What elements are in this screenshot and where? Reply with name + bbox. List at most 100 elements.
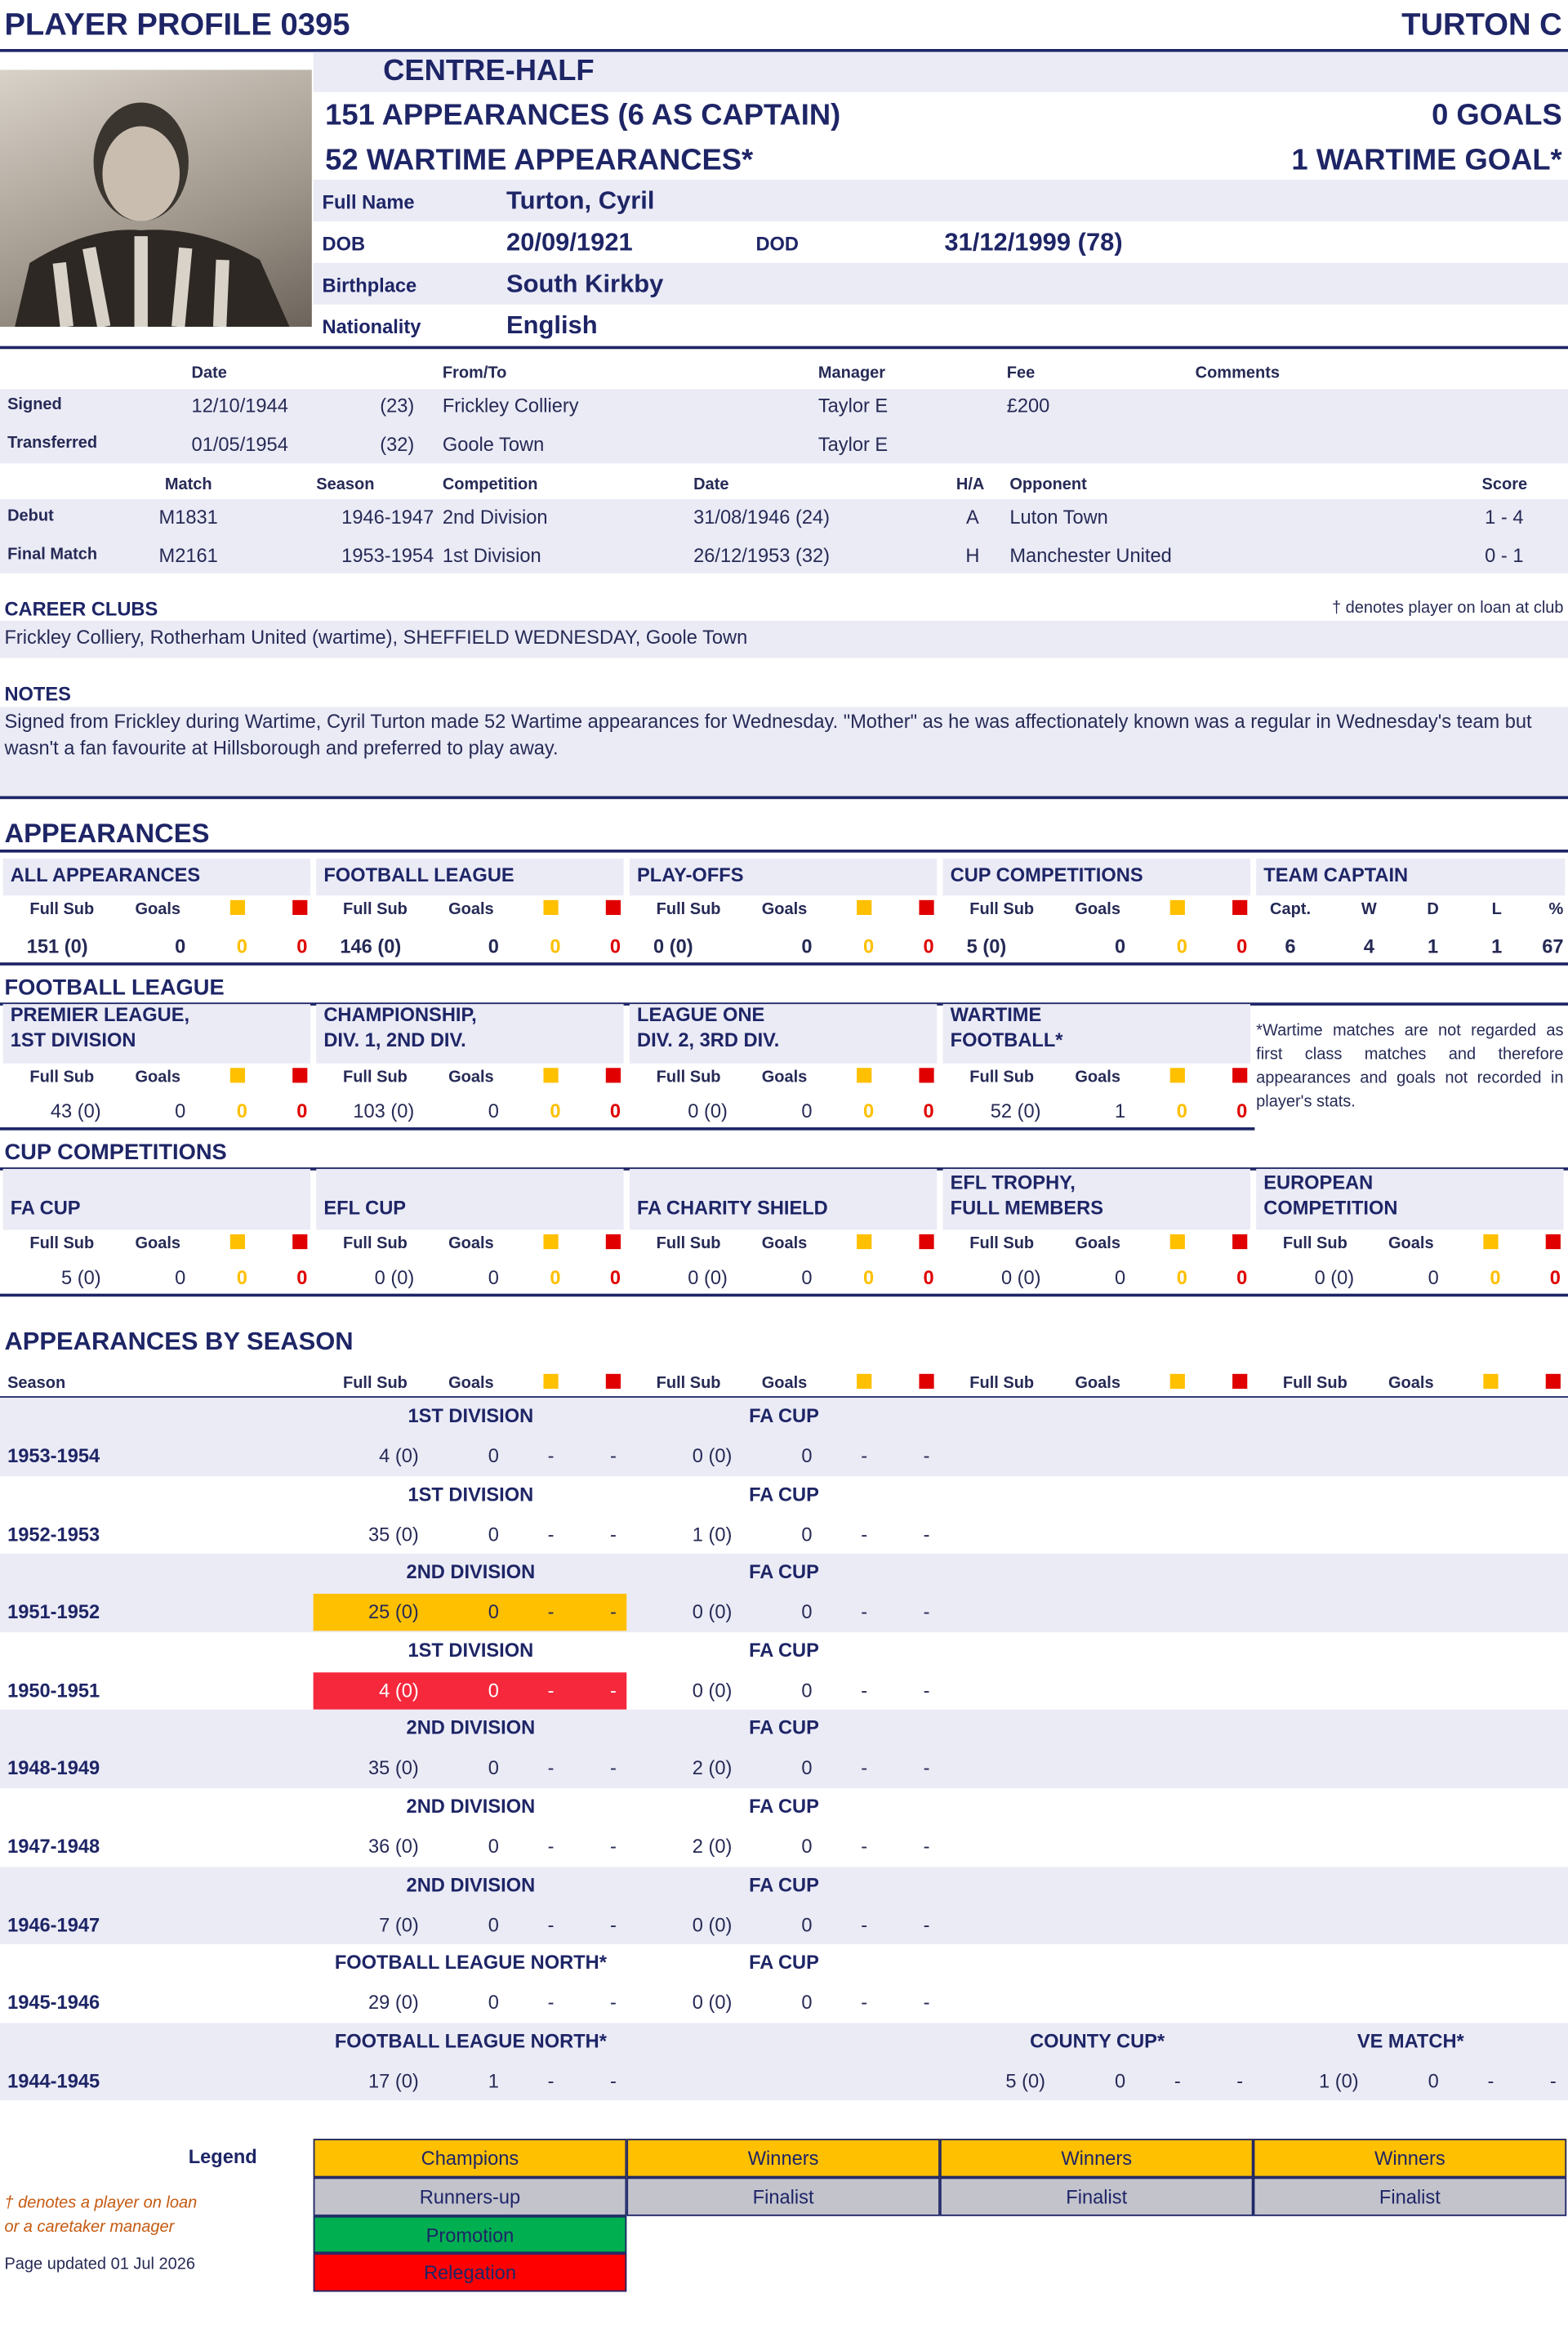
red-card-icon xyxy=(1232,1068,1248,1083)
row-band xyxy=(0,1710,1568,1789)
match-season: 1946-1947 xyxy=(341,506,434,529)
apps-value: 35 (0) xyxy=(368,1522,419,1546)
apps-value: 4 (0) xyxy=(379,1679,419,1702)
yellow-value: - xyxy=(861,1522,868,1546)
column-header: Full Sub xyxy=(969,1069,1035,1086)
section-rule xyxy=(0,796,1568,799)
match-opponent: Luton Town xyxy=(1009,506,1108,529)
detail-value: English xyxy=(506,310,598,340)
column-header: Goals xyxy=(135,900,181,919)
goals-value: 0 xyxy=(801,1600,813,1623)
red-value: - xyxy=(1236,2069,1244,2092)
apps-value: 43 (0) xyxy=(50,1100,101,1122)
red-card-icon xyxy=(605,1373,621,1389)
wartime-appearances: 52 WARTIME APPEARANCES* xyxy=(325,144,754,177)
goals-value: 0 xyxy=(1115,2069,1126,2092)
competition-name: FA CUP xyxy=(749,1795,819,1818)
yellow-value: - xyxy=(861,1444,868,1467)
yellow-value: - xyxy=(547,1679,555,1702)
captain-value: 1 xyxy=(1491,935,1503,957)
goals-value: 0 xyxy=(488,1100,499,1122)
yellow-value: 0 xyxy=(236,935,247,957)
legend-label: Finalist xyxy=(1379,2185,1441,2208)
column-header: Full Sub xyxy=(1282,1374,1348,1393)
block-title: FULL MEMBERS xyxy=(950,1196,1103,1219)
legend-label: Champions xyxy=(421,2147,519,2170)
block-title: EFL CUP xyxy=(323,1196,407,1219)
goals-value: 0 xyxy=(488,1835,499,1858)
goals-value: 0 xyxy=(488,935,499,957)
red-card-icon xyxy=(919,1068,934,1083)
block-title: CHAMPIONSHIP, xyxy=(323,1003,477,1026)
column-header: Full Sub xyxy=(969,1374,1035,1393)
goals-value: 0 xyxy=(801,935,813,957)
goals-value: 0 xyxy=(1115,935,1126,957)
transfer-club: Goole Town xyxy=(442,433,545,456)
goals-value: 0 xyxy=(175,935,186,957)
goals-value: 0 xyxy=(801,1835,813,1858)
competition-name: FA CUP xyxy=(749,1716,819,1739)
competition-name: FA CUP xyxy=(749,1872,819,1896)
section-label: NOTES xyxy=(4,682,71,705)
block-title-band xyxy=(629,858,938,896)
apps-value: 0 (0) xyxy=(692,1912,733,1936)
yellow-value: 0 xyxy=(550,1100,561,1122)
goals-value: 0 xyxy=(801,1100,813,1122)
apps-value: 2 (0) xyxy=(692,1756,733,1779)
yellow-value: 0 xyxy=(1176,1100,1187,1122)
column-header: Full Sub xyxy=(343,1374,408,1393)
block-title-band xyxy=(316,858,624,896)
row-band xyxy=(0,498,1568,573)
column-header: Goals xyxy=(761,1069,808,1086)
legend-swatch xyxy=(939,2177,1254,2215)
yellow-value: - xyxy=(861,1991,868,2014)
block-title-band xyxy=(629,1168,938,1230)
apps-value: 0 (0) xyxy=(688,1266,728,1289)
column-header: Full Sub xyxy=(656,1234,721,1253)
block-title-band xyxy=(316,1168,624,1230)
season-label: 1945-1946 xyxy=(7,1991,100,2014)
competition-name: 1ST DIVISION xyxy=(408,1482,534,1505)
red-value: 0 xyxy=(296,1266,308,1289)
yellow-value: - xyxy=(547,2069,555,2092)
column-header: Goals xyxy=(1388,1234,1434,1253)
detail-label: Birthplace xyxy=(322,274,417,297)
legend-label: Winners xyxy=(1374,2147,1446,2170)
red-value: 0 xyxy=(1549,1266,1561,1289)
column-header: Goals xyxy=(1388,1374,1434,1393)
red-card-icon xyxy=(1232,1234,1248,1250)
status-highlight xyxy=(313,1594,627,1631)
goals-value: 0 xyxy=(801,1912,813,1936)
yellow-card-icon xyxy=(857,899,872,915)
column-header: Goals xyxy=(448,1069,494,1086)
row-band xyxy=(0,2022,1568,2101)
yellow-card-icon xyxy=(1483,1373,1499,1389)
section-label: CAREER CLUBS xyxy=(4,597,158,621)
red-value: - xyxy=(609,1835,617,1858)
block-title-band xyxy=(316,1004,624,1064)
red-card-icon xyxy=(1545,1234,1561,1250)
red-value: 0 xyxy=(296,935,308,957)
column-header: Score xyxy=(1481,475,1528,494)
column-header: Full Sub xyxy=(656,900,721,919)
detail-value: 20/09/1921 xyxy=(506,228,633,257)
apps-value: 5 (0) xyxy=(61,1266,101,1289)
row-band xyxy=(0,621,1568,658)
yellow-value: - xyxy=(547,1444,555,1467)
block-title: LEAGUE ONE xyxy=(637,1003,765,1026)
red-card-icon xyxy=(605,899,621,915)
goals-value: 0 xyxy=(801,1444,813,1467)
red-value: 0 xyxy=(1236,1266,1248,1289)
section-title: FOOTBALL LEAGUE xyxy=(4,975,225,1001)
red-value: - xyxy=(609,1991,617,2014)
block-title-band xyxy=(629,1004,938,1064)
detail-label: DOB xyxy=(322,232,366,255)
match-opponent: Manchester United xyxy=(1009,544,1172,567)
yellow-card-icon xyxy=(543,1373,559,1389)
transfer-date: 12/10/1944 xyxy=(191,394,288,417)
goals-value: 0 xyxy=(1428,1266,1439,1289)
column-header: Date xyxy=(693,475,729,494)
column-header: Goals xyxy=(1075,900,1120,919)
block-title-band xyxy=(942,858,1250,896)
competition-name: 1ST DIVISION xyxy=(408,1638,534,1662)
